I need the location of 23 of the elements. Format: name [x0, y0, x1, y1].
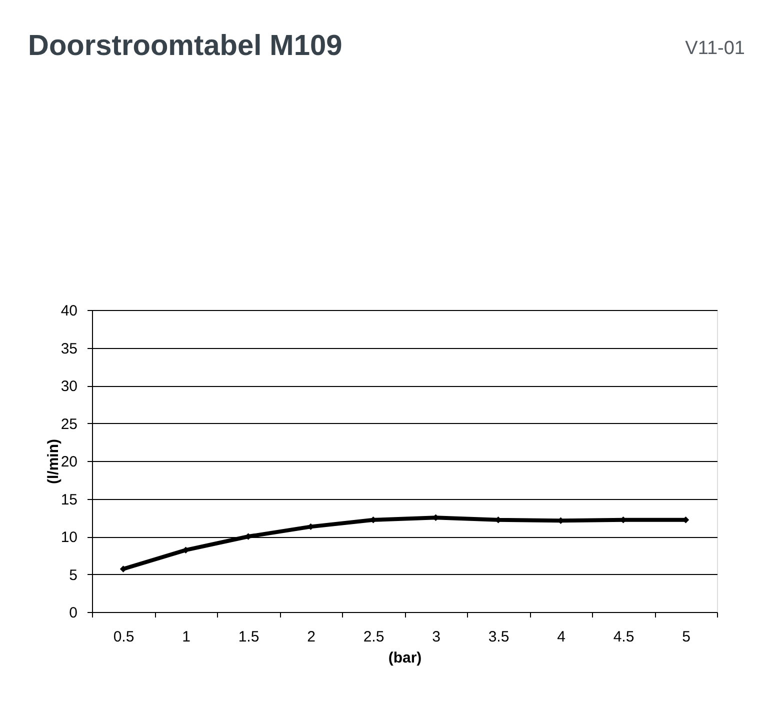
y-axis-title: (l/min) [44, 439, 62, 484]
y-tick-label: 35 [60, 340, 78, 358]
x-tick-label: 2.5 [363, 628, 384, 646]
y-tick-label: 40 [60, 302, 78, 320]
y-tick-label: 25 [60, 416, 78, 433]
y-tick-label: 20 [60, 454, 78, 470]
x-tick-label: 1.5 [238, 628, 260, 646]
x-tick-label: 0.5 [113, 628, 134, 646]
y-tick-label: 15 [60, 491, 78, 508]
y-tick-label: 10 [60, 529, 78, 546]
y-tick-label: 30 [60, 378, 78, 395]
y-tick-label: 0 [69, 604, 78, 622]
x-tick-label: 1 [182, 628, 190, 646]
x-tick-label: 5 [682, 628, 690, 646]
x-tick-label: 3.5 [488, 628, 510, 646]
x-tick-label: 4 [557, 628, 566, 646]
text: V11-01 [685, 38, 745, 59]
chart-title: Doorstroomtabel M109 [28, 30, 342, 62]
y-tick-label: 5 [69, 566, 78, 584]
x-tick-label: 3 [432, 628, 440, 646]
x-tick-label: 4.5 [613, 628, 634, 646]
x-tick-label: 2 [307, 628, 316, 646]
x-axis-title: (bar) [388, 650, 422, 666]
